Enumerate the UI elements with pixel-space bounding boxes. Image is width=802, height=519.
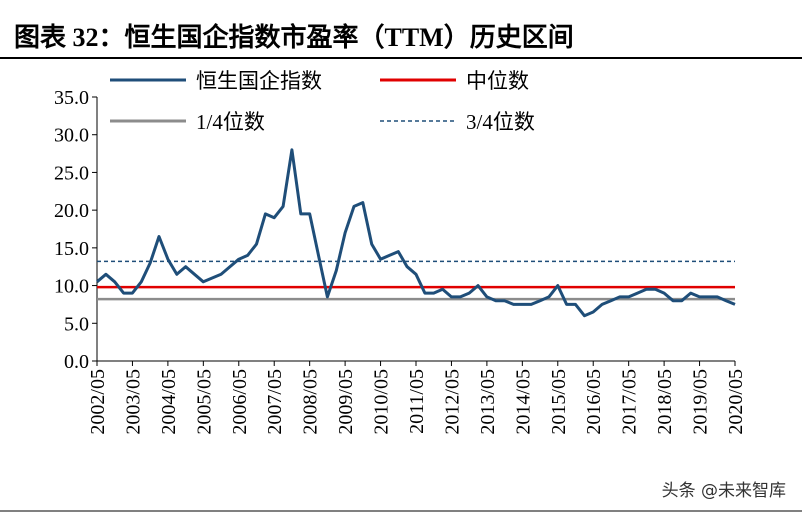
x-tick-label: 2006/05 [229,369,251,435]
y-tick-label: 10.0 [54,276,89,298]
x-tick-label: 2002/05 [87,369,109,435]
x-tick-label: 2018/05 [654,369,676,435]
x-tick-label: 2009/05 [335,369,357,435]
x-tick-label: 2003/05 [122,369,144,435]
x-tick-label: 2020/05 [725,369,747,435]
legend-label: 中位数 [466,69,529,93]
y-tick-label: 15.0 [54,238,89,260]
x-tick-label: 2017/05 [619,369,641,435]
watermark: 头条 @未来智库 [662,481,786,501]
data-line [96,148,736,318]
x-tick-label: 2004/05 [158,369,180,435]
x-tick-label: 2015/05 [548,369,570,435]
x-tick-label: 2007/05 [264,369,286,435]
legend-label: 1/4位数 [196,110,265,134]
y-tick-label: 5.0 [64,313,89,335]
x-tick-label: 2016/05 [583,369,605,435]
y-tick-label: 0.0 [64,351,89,373]
y-tick-label: 25.0 [54,162,89,184]
y-tick-label: 35.0 [54,87,89,109]
x-tick-label: 2005/05 [193,369,215,435]
chart-title: 图表 32：恒生国企指数市盈率（TTM）历史区间 [14,22,574,52]
legend-label: 恒生国企指数 [196,69,322,93]
x-tick-label: 2010/05 [371,369,393,435]
x-tick-label: 2011/05 [406,369,428,434]
x-tick-label: 2014/05 [512,369,534,435]
legend-label: 3/4位数 [466,110,535,134]
x-tick-label: 2012/05 [441,369,463,435]
x-tick-label: 2013/05 [477,369,499,435]
x-tick-label: 2008/05 [300,369,322,435]
y-tick-label: 30.0 [54,125,89,147]
y-tick-label: 20.0 [54,200,89,222]
x-tick-label: 2019/05 [690,369,712,435]
